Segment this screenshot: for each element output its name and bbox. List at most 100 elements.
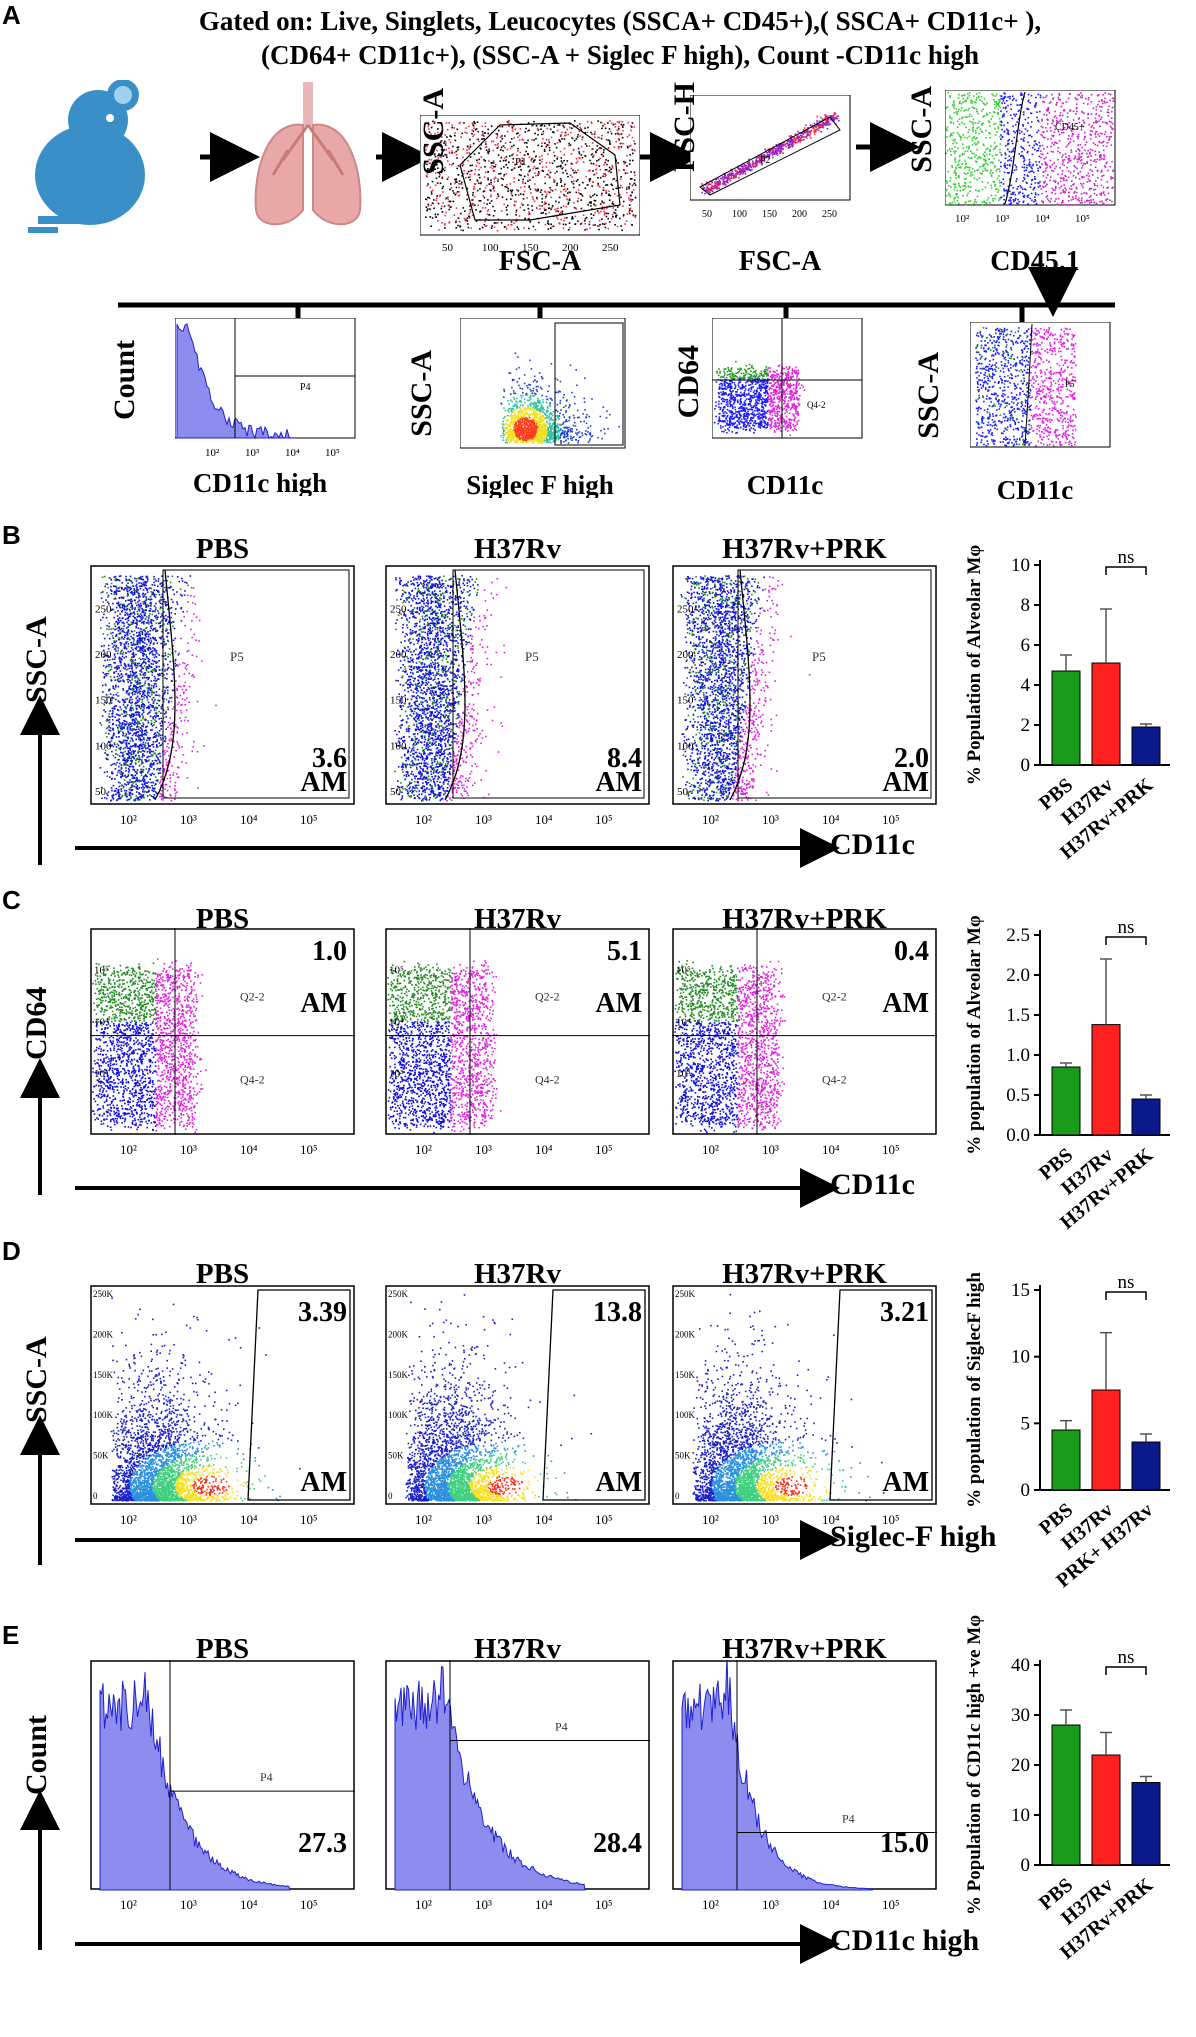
- gating-plot-ssc-cd11c: P5: [969, 321, 1115, 475]
- tick-label: 50: [702, 209, 712, 220]
- am-label: AM: [570, 988, 642, 1020]
- scatter-events: [680, 575, 811, 802]
- tick-label: 10²: [702, 812, 719, 827]
- gate-label: P5: [230, 649, 244, 664]
- tick-label: 10⁴: [822, 812, 840, 827]
- tick-label: 50: [442, 242, 454, 254]
- gating-plot-2-xlabel: FSC-A: [710, 246, 850, 278]
- tick-label: 10³: [389, 1068, 404, 1080]
- panel-letter-b: B: [2, 520, 21, 551]
- gating-plot-4-ylabel: Count: [108, 340, 148, 420]
- row-xlabel: Siglec-F high: [830, 1520, 1010, 1554]
- significance-bracket: [1105, 566, 1147, 575]
- quad-label-q2: Q2-2: [535, 989, 560, 1003]
- y-tick-label: 2: [1021, 715, 1031, 736]
- p5-gate-label: P5: [1065, 379, 1075, 389]
- row-ylabel: CD64: [20, 948, 60, 1098]
- group-title: H37Rv: [395, 1633, 640, 1666]
- tick-label: 150: [677, 695, 694, 707]
- row-xlabel: CD11c high: [830, 1924, 1010, 1958]
- tick-label: 150K: [675, 1370, 696, 1380]
- y-tick-label: 1.0: [1006, 1045, 1030, 1066]
- tick-label: 10⁴: [285, 447, 300, 459]
- siglec-gate: [554, 322, 624, 446]
- gating-plot-siglec: [459, 317, 630, 473]
- quad-label: Q4-2: [807, 400, 826, 410]
- y-tick-label: 5: [1021, 1413, 1031, 1434]
- scatter-events: [99, 575, 217, 802]
- gating-plot-fsc-ssc: P1 50 100 150 200 250: [419, 114, 641, 265]
- tick-label: 50: [95, 786, 107, 798]
- chart-ylabel: % population of SiglecF high: [964, 1272, 985, 1508]
- group-title: H37Rv+PRK: [682, 1258, 927, 1291]
- tick-label: 10⁴: [1035, 213, 1050, 225]
- tick-label: 10⁴: [822, 1512, 840, 1527]
- tick-label: 250: [602, 242, 619, 254]
- significance-label: ns: [1118, 1272, 1135, 1293]
- histogram-area: [176, 323, 296, 440]
- tick-label: 10³: [995, 213, 1010, 225]
- gating-plot-5-ylabel: SSC-A: [405, 350, 445, 437]
- tick-label: 10⁵: [300, 1512, 318, 1527]
- tick-label: 10²: [120, 1512, 137, 1527]
- p2-gate: [699, 116, 841, 196]
- row-xlabel: CD11c: [830, 828, 1010, 862]
- tick-label: 250: [677, 603, 694, 615]
- tick-label: 10²: [205, 447, 220, 459]
- tick-label: 50: [677, 786, 689, 798]
- gate-label: P4: [555, 1720, 568, 1734]
- lungs-icon: [254, 82, 362, 226]
- chart-ylabel: % Population of CD11c high +ve Mφ: [964, 1615, 985, 1915]
- tick-label: 10⁴: [240, 1512, 258, 1527]
- tick-label: 10⁵: [882, 1142, 900, 1157]
- y-tick-label: 0.0: [1006, 1125, 1030, 1146]
- flow-plot-pbs: 250K 200K 150K 100K 50K 0 10² 10³ 10⁴ 10⁵: [90, 1285, 355, 1527]
- bar-h37rv-prk: [1131, 1098, 1161, 1136]
- tick-label: 0: [388, 1491, 393, 1501]
- significance-bracket: [1105, 1666, 1147, 1675]
- quad-label-q4: Q4-2: [535, 1072, 560, 1086]
- tick-label: 10³: [762, 1142, 779, 1157]
- population-value: 0.4: [857, 936, 929, 968]
- gate-label: P5: [525, 649, 539, 664]
- tick-label: 10⁵: [882, 1897, 900, 1912]
- am-label: AM: [570, 767, 642, 799]
- flow-plot-h37rv: P5 50 100 150 200 250 10² 10³ 10⁴ 10⁵: [385, 565, 650, 827]
- am-gate: [829, 1289, 933, 1501]
- tick-label: 10²: [415, 1897, 432, 1912]
- p5-gate-line: [444, 569, 466, 801]
- tick-label: 50K: [93, 1451, 109, 1461]
- tick-label: 10²: [120, 1142, 137, 1157]
- tick-label: 10⁵: [1075, 213, 1090, 225]
- tick-label: 0: [93, 1491, 98, 1501]
- tick-label: 150K: [388, 1370, 409, 1380]
- gating-plot-cd64-cd11c: Q4-2: [711, 317, 867, 468]
- y-tick-label: 0.5: [1006, 1085, 1030, 1106]
- tick-label: 10³: [762, 1512, 779, 1527]
- tick-label: 10⁴: [240, 1142, 258, 1157]
- group-title: H37Rv+PRK: [682, 533, 927, 566]
- tick-label: 250K: [388, 1289, 409, 1299]
- tick-label: 10⁵: [595, 1142, 613, 1157]
- tick-label: 100K: [675, 1410, 696, 1420]
- x-category-label: PBS: [1035, 1874, 1077, 1914]
- gating-plot-4-xlabel: CD11c high: [160, 468, 360, 496]
- tick-label: 200: [792, 209, 807, 220]
- tick-label: 10⁴: [535, 1142, 553, 1157]
- x-category-label: PBS: [1035, 1499, 1077, 1539]
- tick-label: 100K: [388, 1410, 409, 1420]
- tick-label: 10³: [475, 1897, 492, 1912]
- tick-label: 10²: [415, 812, 432, 827]
- tick-label: 10⁴: [822, 1142, 840, 1157]
- scatter-events: [92, 958, 207, 1133]
- chart-ylabel: % Population of Alveolar Mφ: [964, 545, 985, 786]
- y-tick-label: 10: [1011, 1347, 1030, 1368]
- p4-gate-label: P4: [300, 382, 311, 393]
- tick-label: 10³: [762, 1897, 779, 1912]
- tick-label: 10⁵: [676, 965, 691, 977]
- gating-title-line2: (CD64+ CD11c+), (SSC-A + Siglec F high),…: [60, 38, 1180, 72]
- heat-events: [692, 1293, 885, 1502]
- tick-label: 10⁴: [535, 1512, 553, 1527]
- cd45-gate: [1004, 91, 1026, 205]
- bar-h37rv: [1091, 662, 1121, 766]
